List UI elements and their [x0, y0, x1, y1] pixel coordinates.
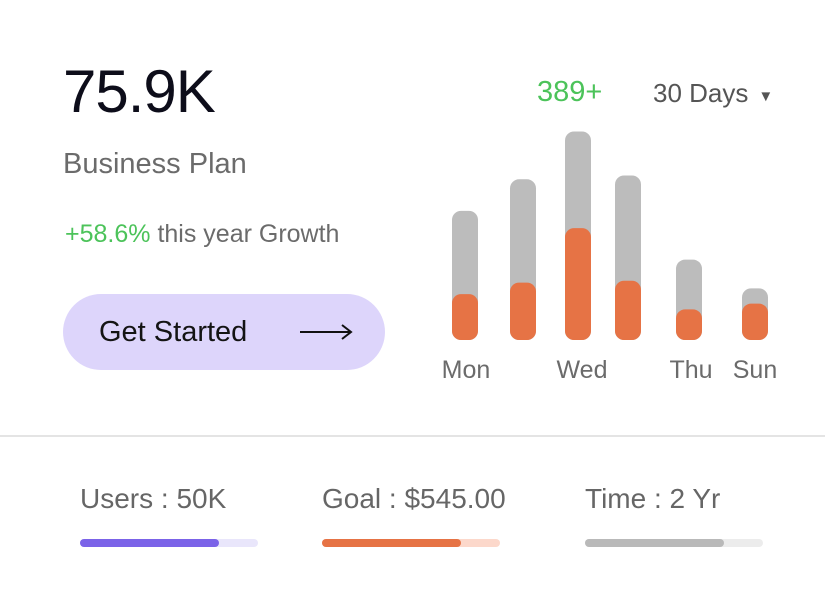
x-tick-label-thu: Thu: [669, 356, 712, 384]
get-started-button[interactable]: Get Started: [63, 294, 385, 370]
highlight-bar-2: [510, 282, 536, 340]
period-dropdown[interactable]: 30 Days ▼: [653, 80, 773, 106]
stat-users: Users : 50K: [80, 483, 258, 547]
stat-goal-progress-track: [322, 539, 500, 547]
highlight-bar-6: [742, 303, 768, 340]
highlight-bar-4: [615, 280, 641, 340]
growth-percent: +58.6%: [65, 220, 151, 248]
period-label: 30 Days: [653, 78, 749, 108]
stat-time-label: Time : 2 Yr: [585, 483, 721, 514]
caret-down-icon: ▼: [758, 87, 774, 105]
plan-name: Business Plan: [63, 148, 247, 180]
growth-text: this year Growth: [150, 220, 340, 248]
summary-value: 75.9K: [63, 58, 216, 125]
x-tick-label-wed: Wed: [557, 356, 608, 384]
highlight-bar-1: [452, 294, 478, 340]
stat-time: Time : 2 Yr: [585, 483, 763, 547]
stat-goal: Goal : $545.00: [322, 483, 506, 547]
growth-line: +58.6% this year Growth: [65, 222, 339, 247]
visitor-count: 389+: [537, 76, 603, 108]
x-tick-label-mon: Mon: [442, 356, 491, 384]
get-started-label: Get Started: [99, 315, 248, 348]
highlight-bar-5: [676, 309, 702, 340]
stat-users-progress-fill: [80, 539, 219, 547]
arrow-right-icon: [300, 324, 353, 340]
weekly-bar-chart: Mon Wed Thu Sun: [442, 131, 777, 384]
divider: [0, 435, 825, 437]
stat-time-progress-fill: [585, 539, 724, 547]
highlight-bar-3: [565, 228, 591, 340]
stat-users-progress-track: [80, 539, 258, 547]
stat-goal-progress-fill: [322, 539, 461, 547]
x-tick-label-sun: Sun: [733, 356, 777, 384]
stat-users-label: Users : 50K: [80, 483, 227, 514]
stat-time-progress-track: [585, 539, 763, 547]
stat-goal-label: Goal : $545.00: [322, 483, 506, 514]
